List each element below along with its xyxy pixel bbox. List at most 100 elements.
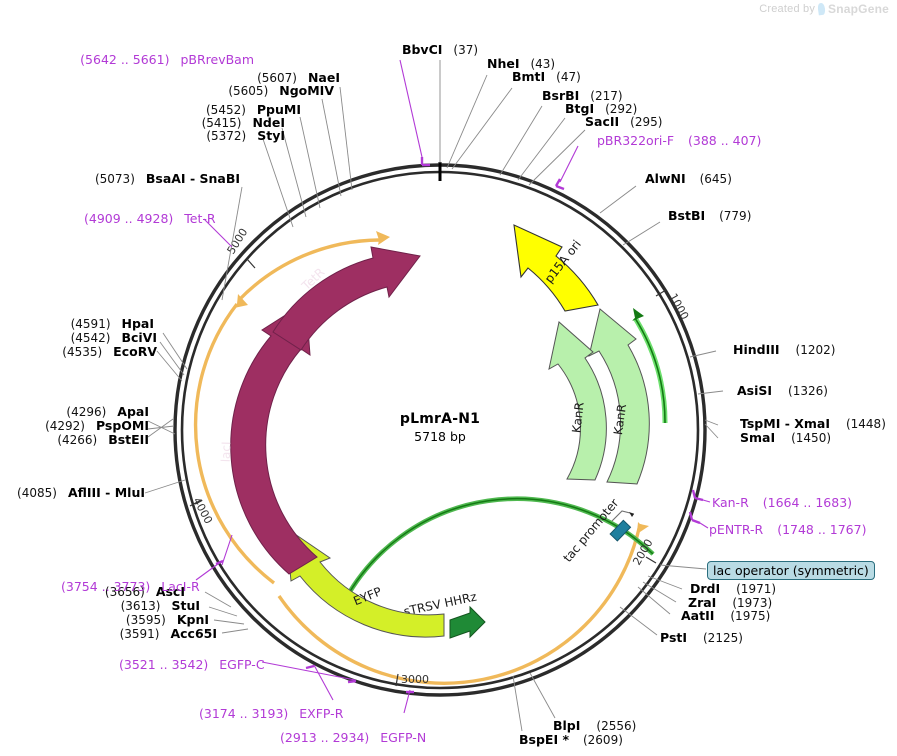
leader-lines	[144, 59, 724, 732]
feature-tetr[interactable]: TetR	[272, 246, 421, 351]
enzyme-label-zrai[interactable]: ZraI (1973)	[688, 596, 772, 610]
lac-operator-badge[interactable]: lac operator (symmetric)	[707, 561, 875, 580]
enzyme-label-ngomiv[interactable]: (5605) NgoMIV	[228, 84, 334, 98]
enzyme-pos-sacii: (295)	[630, 115, 663, 129]
primer-name-laci-r: LacI-R	[161, 579, 200, 594]
page-title: pLmrA-N1	[399, 411, 481, 427]
enzyme-name-ecorv: EcoRV	[113, 344, 157, 359]
enzyme-label-afliii-mlui[interactable]: (4085) AflIII - MluI	[17, 486, 145, 500]
primer-range-tet-r: (4909 .. 4928)	[84, 211, 174, 226]
feature-kanr-outer[interactable]: KanR	[588, 308, 650, 485]
snapgene-watermark: Created by SnapGene	[759, 2, 889, 16]
enzyme-name-zrai: ZraI	[688, 595, 717, 610]
feature-label-kanr-inner: KanR	[569, 401, 586, 433]
enzyme-name-asisi: AsiSI	[737, 383, 773, 398]
enzyme-label-hindiii[interactable]: HindIII (1202)	[733, 343, 835, 357]
enzyme-name-bstbi: BstBI	[668, 208, 706, 223]
primer-label-kan-r[interactable]: Kan-R (1664 .. 1683)	[712, 496, 852, 509]
enzyme-label-kpni[interactable]: (3595) KpnI	[126, 613, 209, 627]
primer-label-egfp-n[interactable]: (2913 .. 2934) EGFP-N	[280, 731, 426, 744]
feature-p15a-ori[interactable]: p15A ori	[513, 224, 599, 312]
enzyme-label-bsrbi[interactable]: BsrBI (217)	[542, 89, 623, 103]
primer-name-pbr322ori-f: pBR322ori-F	[597, 133, 675, 148]
enzyme-pos-ngomiv: (5605)	[228, 84, 269, 98]
enzyme-label-ecorv[interactable]: (4535) EcoRV	[62, 345, 157, 359]
enzyme-label-bstbi[interactable]: BstBI (779)	[668, 209, 751, 223]
enzyme-label-drdi[interactable]: DrdI (1971)	[690, 582, 776, 596]
enzyme-pos-zrai: (1973)	[732, 596, 773, 610]
enzyme-pos-naei: (5607)	[257, 71, 297, 85]
watermark-prefix: Created by	[759, 3, 816, 15]
enzyme-label-alwni[interactable]: AlwNI (645)	[645, 172, 732, 186]
enzyme-label-pspomi[interactable]: (4292) PspOMI	[45, 419, 149, 433]
primer-range-egfp-c: (3521 .. 3542)	[119, 657, 209, 672]
enzyme-name-psti: PstI	[660, 630, 688, 645]
enzyme-label-stui[interactable]: (3613) StuI	[121, 599, 200, 613]
enzyme-label-sacii[interactable]: SacII (295)	[585, 115, 662, 129]
enzyme-name-kpni: KpnI	[176, 612, 209, 627]
feature-label-laci: lacI	[219, 441, 234, 462]
primer-label-pbr322ori-f[interactable]: pBR322ori-F (388 .. 407)	[597, 134, 761, 147]
orange-feature-arcs	[193, 231, 649, 685]
enzyme-label-blpi[interactable]: BlpI (2556)	[553, 719, 636, 733]
enzyme-pos-pspomi: (4292)	[45, 419, 85, 433]
enzyme-pos-afliii-mlui: (4085)	[17, 486, 57, 500]
enzyme-pos-ecorv: (4535)	[62, 345, 103, 359]
primer-label-egfp-c[interactable]: (3521 .. 3542) EGFP-C	[119, 658, 265, 671]
enzyme-label-tspmi-xmai[interactable]: TspMI - XmaI (1448)	[740, 417, 886, 431]
enzyme-label-asci[interactable]: (3656) AscI	[105, 585, 185, 599]
ruler-tick-3000: 3000	[401, 673, 429, 686]
enzyme-label-bsaai-snabi[interactable]: (5073) BsaAI - SnaBI	[95, 172, 240, 186]
primer-label-tet-r[interactable]: (4909 .. 4928) Tet-R	[84, 212, 216, 225]
enzyme-label-styi[interactable]: (5372) StyI	[206, 129, 285, 143]
enzyme-pos-nhei: (43)	[530, 57, 556, 71]
primer-name-tet-r: Tet-R	[184, 211, 216, 226]
enzyme-name-bbvci: BbvCI	[401, 42, 443, 57]
enzyme-label-asisi[interactable]: AsiSI (1326)	[737, 384, 828, 398]
enzyme-label-bstell[interactable]: (4266) BstEII	[57, 433, 149, 447]
enzyme-pos-styi: (5372)	[206, 129, 247, 143]
enzyme-label-aatii[interactable]: AatII (1975)	[681, 609, 770, 623]
primer-name-pbrrevbam: pBRrevBam	[180, 52, 254, 67]
enzyme-name-stui: StuI	[171, 598, 200, 613]
enzyme-label-btgi[interactable]: BtgI (292)	[565, 102, 637, 116]
primer-label-exfp-r[interactable]: (3174 .. 3193) EXFP-R	[199, 707, 343, 720]
enzyme-label-bspei[interactable]: BspEI * (2609)	[519, 733, 623, 747]
enzyme-pos-hpai: (4591)	[70, 317, 111, 331]
enzyme-name-bcivi: BciVI	[121, 330, 157, 345]
enzyme-pos-apai: (4296)	[66, 405, 107, 419]
feature-laci[interactable]: lacI	[219, 301, 318, 575]
enzyme-label-bcivi[interactable]: (4542) BciVI	[71, 331, 157, 345]
primer-name-exfp-r: EXFP-R	[299, 706, 344, 721]
enzyme-label-psti[interactable]: PstI (2125)	[660, 631, 743, 645]
enzyme-name-alwni: AlwNI	[645, 171, 686, 186]
enzyme-pos-bbvci: (37)	[453, 43, 479, 57]
primer-label-pbrrevbam[interactable]: (5642 .. 5661) pBRrevBam	[80, 53, 254, 66]
feature-kanr-inner[interactable]: KanR	[548, 321, 607, 481]
enzyme-pos-bsaai-snabi: (5073)	[94, 172, 135, 186]
enzyme-label-acc65i[interactable]: (3591) Acc65I	[120, 627, 217, 641]
enzyme-name-apai: ApaI	[117, 404, 149, 419]
enzyme-pos-asisi: (1326)	[788, 384, 828, 398]
enzyme-label-nhei[interactable]: NheI (43)	[487, 57, 555, 71]
enzyme-name-naei: NaeI	[307, 70, 340, 85]
enzyme-label-apai[interactable]: (4296) ApaI	[66, 405, 149, 419]
enzyme-label-hpai[interactable]: (4591) HpaI	[71, 317, 154, 331]
enzyme-label-smai[interactable]: SmaI (1450)	[740, 431, 831, 445]
enzyme-pos-alwni: (645)	[699, 172, 732, 186]
primer-label-laci-r[interactable]: (3754 .. 3773) LacI-R	[61, 580, 200, 593]
primer-name-egfp-n: EGFP-N	[380, 730, 427, 745]
enzyme-label-ppumi[interactable]: (5452) PpuMI	[206, 103, 301, 117]
enzyme-label-naei[interactable]: (5607) NaeI	[257, 71, 340, 85]
enzyme-label-bmti[interactable]: BmtI (47)	[512, 70, 581, 84]
feature-eyfp[interactable]: EYFP	[285, 526, 445, 638]
enzyme-pos-aatii: (1975)	[730, 609, 771, 623]
enzyme-label-bbvci[interactable]: BbvCI (37)	[402, 43, 478, 57]
plasmid-size: 5718 bp	[414, 429, 466, 444]
primer-range-pbr322ori-f: (388 .. 407)	[688, 133, 762, 148]
enzyme-pos-bspei: (2609)	[582, 733, 623, 747]
primer-label-pentr-r[interactable]: pENTR-R (1748 .. 1767)	[709, 523, 866, 536]
enzyme-label-ndei[interactable]: (5415) NdeI	[202, 116, 285, 130]
enzyme-pos-bcivi: (4542)	[70, 331, 111, 345]
